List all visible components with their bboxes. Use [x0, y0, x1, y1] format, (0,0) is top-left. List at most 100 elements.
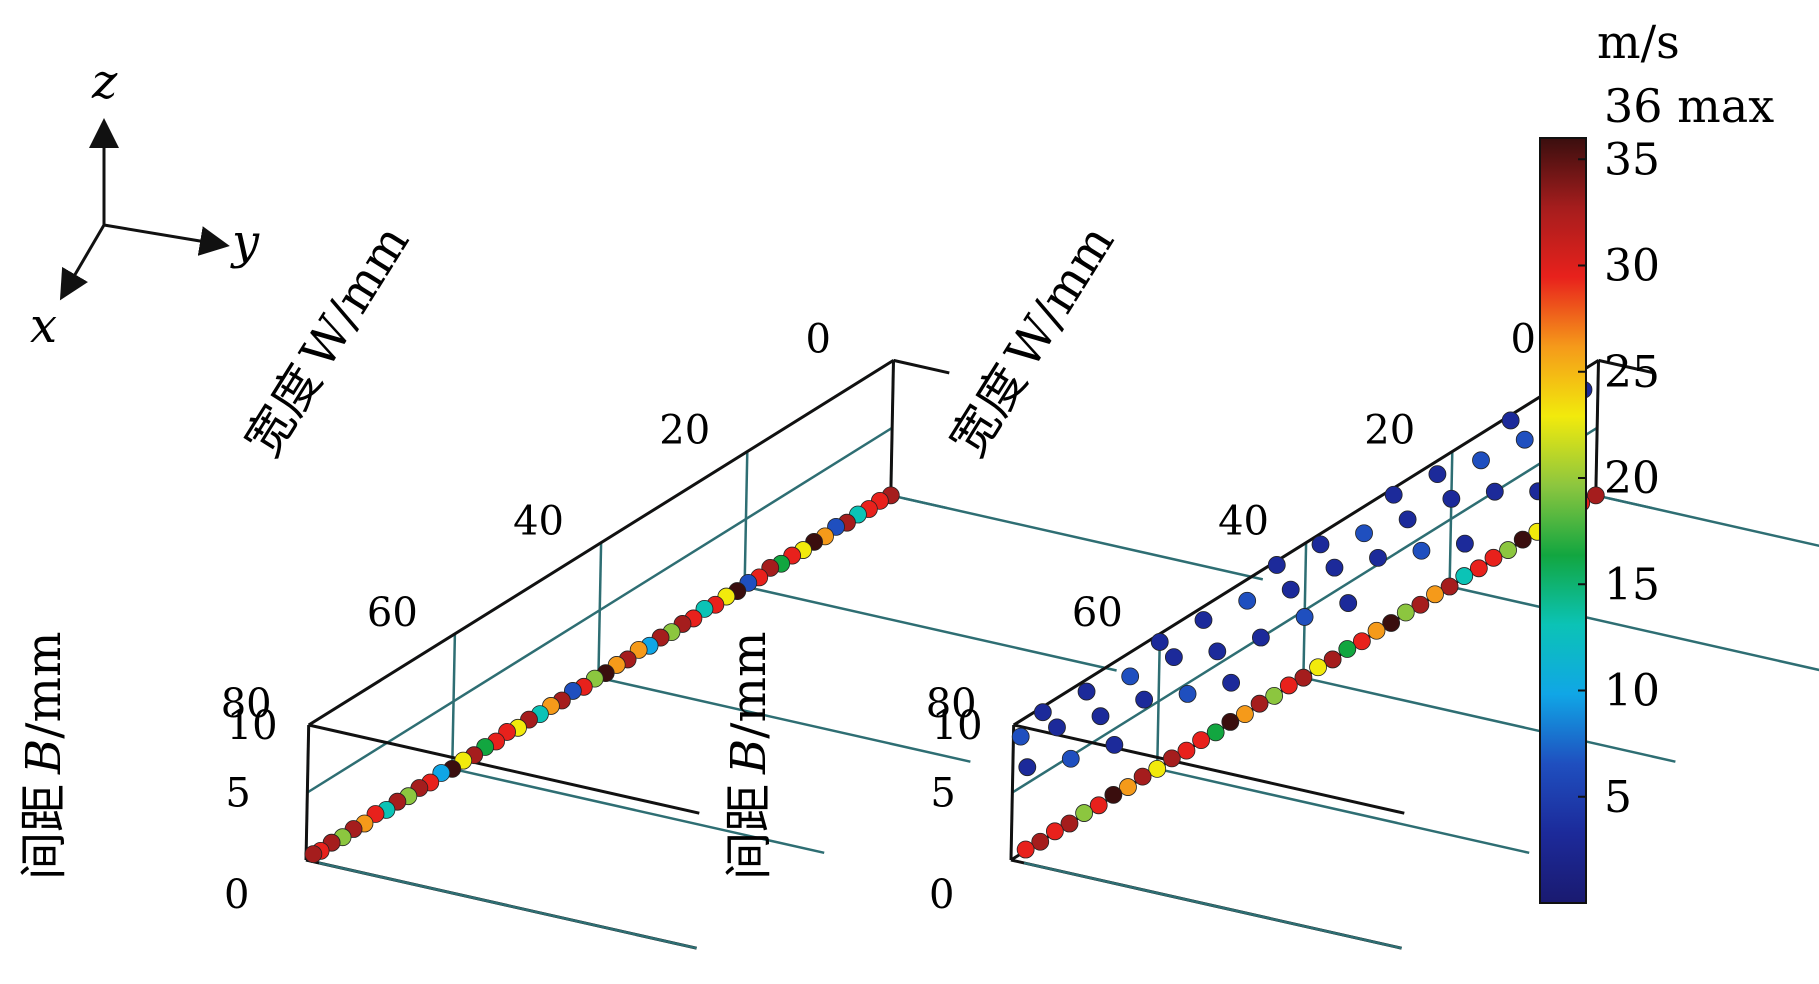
data-point [1048, 718, 1066, 737]
width-tick-label: 20 [659, 408, 710, 454]
gap-tick-label: 10 [932, 703, 983, 749]
colorbar: m/s 36 max 35 30 25 20 15 10 5 [1539, 15, 1774, 904]
data-point [1104, 785, 1123, 804]
gap-axis-title-unit: /mm [721, 632, 777, 739]
colorbar-tick-label: 15 [1604, 559, 1660, 610]
floor-grid-line [903, 497, 947, 510]
data-point [1338, 640, 1357, 658]
data-point [1311, 535, 1330, 554]
data-point [1045, 822, 1064, 841]
floor-grid-line [1023, 861, 1402, 950]
data-point [1469, 559, 1488, 578]
grid-line [598, 676, 971, 763]
data-point [1513, 530, 1532, 549]
data-point [1369, 548, 1387, 567]
box-edge [308, 723, 700, 815]
data-point [1586, 486, 1605, 505]
grid-line [1595, 494, 1819, 548]
data-point [1192, 731, 1210, 750]
data-point [1011, 727, 1030, 746]
data-point [1091, 707, 1110, 726]
colorbar-tick-label: 25 [1604, 347, 1660, 398]
box-edge [893, 358, 950, 375]
data-point [1472, 451, 1490, 470]
floor-grid-line [1608, 497, 1652, 510]
colorbar-tick-label: 30 [1604, 241, 1660, 292]
z-axis-letter: z [91, 54, 118, 110]
data-point [1442, 489, 1461, 508]
data-point [1075, 804, 1094, 822]
width-tick-label: 0 [806, 316, 831, 362]
colorbar-tick-label: 20 [1604, 453, 1660, 504]
data-point [1251, 628, 1270, 647]
data-point [1411, 595, 1430, 614]
data-point [1250, 694, 1269, 713]
data-point [1148, 759, 1167, 778]
gap-axis-title-cn: 间距 [16, 784, 72, 880]
gap-tick-label: 5 [225, 771, 250, 817]
box-edge [304, 724, 311, 861]
y-axis-letter: y [230, 214, 260, 270]
grid-line [306, 426, 893, 794]
data-point [1295, 608, 1314, 626]
colorbar-max-label: 36 max [1604, 79, 1774, 133]
data-point [1221, 713, 1240, 731]
x-direction-arrow [59, 224, 106, 301]
data-point [1150, 633, 1169, 651]
box-edge [1013, 723, 1405, 815]
grid-line [451, 767, 825, 855]
data-point [1162, 749, 1181, 768]
data-point [1323, 650, 1342, 669]
colorbar-tick-label: 5 [1604, 772, 1632, 823]
data-point [1484, 548, 1503, 567]
data-point [1208, 642, 1227, 661]
gap-axis-title: 间距 B/mm [721, 632, 777, 881]
data-point [1133, 767, 1152, 786]
data-point [1077, 682, 1096, 701]
colorbar-tick-label: 10 [1604, 666, 1660, 717]
data-point [1281, 580, 1300, 599]
gap-tick-label: 0 [929, 872, 954, 918]
data-point [1206, 723, 1225, 742]
floor-grid-line [318, 861, 697, 950]
data-point [1339, 594, 1358, 612]
colorbar-tick-label: 35 [1604, 134, 1660, 185]
data-point [1018, 758, 1037, 777]
width-tick-label: 20 [1364, 408, 1415, 454]
gap-axis-title-unit: /mm [16, 632, 72, 739]
grid-line [1156, 767, 1530, 855]
data-point [1135, 690, 1154, 709]
orientation-triad: z y x [30, 54, 260, 354]
width-tick-label: 60 [1072, 590, 1123, 636]
data-point [304, 845, 323, 863]
width-tick-label: 80 [926, 681, 977, 727]
box-edge [1009, 724, 1016, 861]
data-point [1265, 687, 1284, 705]
data-point [1238, 591, 1257, 610]
gap-axis-title-cn: 间距 [721, 784, 777, 880]
colorbar-unit: m/s [1597, 15, 1680, 69]
data-point [1016, 840, 1035, 859]
box-edge [1598, 358, 1655, 375]
data-point [1267, 556, 1286, 574]
width-axis-title-cn: 宽度 [235, 355, 333, 466]
data-point [1367, 621, 1386, 640]
data-point [1501, 411, 1520, 430]
data-point [1121, 667, 1140, 686]
data-point [1060, 814, 1079, 833]
box-edge [307, 359, 895, 727]
gap-axis-title: 间距 B/mm [16, 632, 72, 881]
data-point [1033, 703, 1052, 722]
grid-line [890, 494, 1264, 581]
width-tick-label: 40 [513, 499, 564, 545]
data-point [1455, 567, 1474, 585]
box-edge [1012, 359, 1600, 727]
data-point [1309, 658, 1327, 677]
width-axis-title: 宽度W/mm [235, 216, 421, 467]
data-point [1325, 558, 1344, 577]
data-point [1279, 676, 1298, 695]
data-point [1031, 832, 1050, 851]
data-point [1222, 673, 1241, 692]
